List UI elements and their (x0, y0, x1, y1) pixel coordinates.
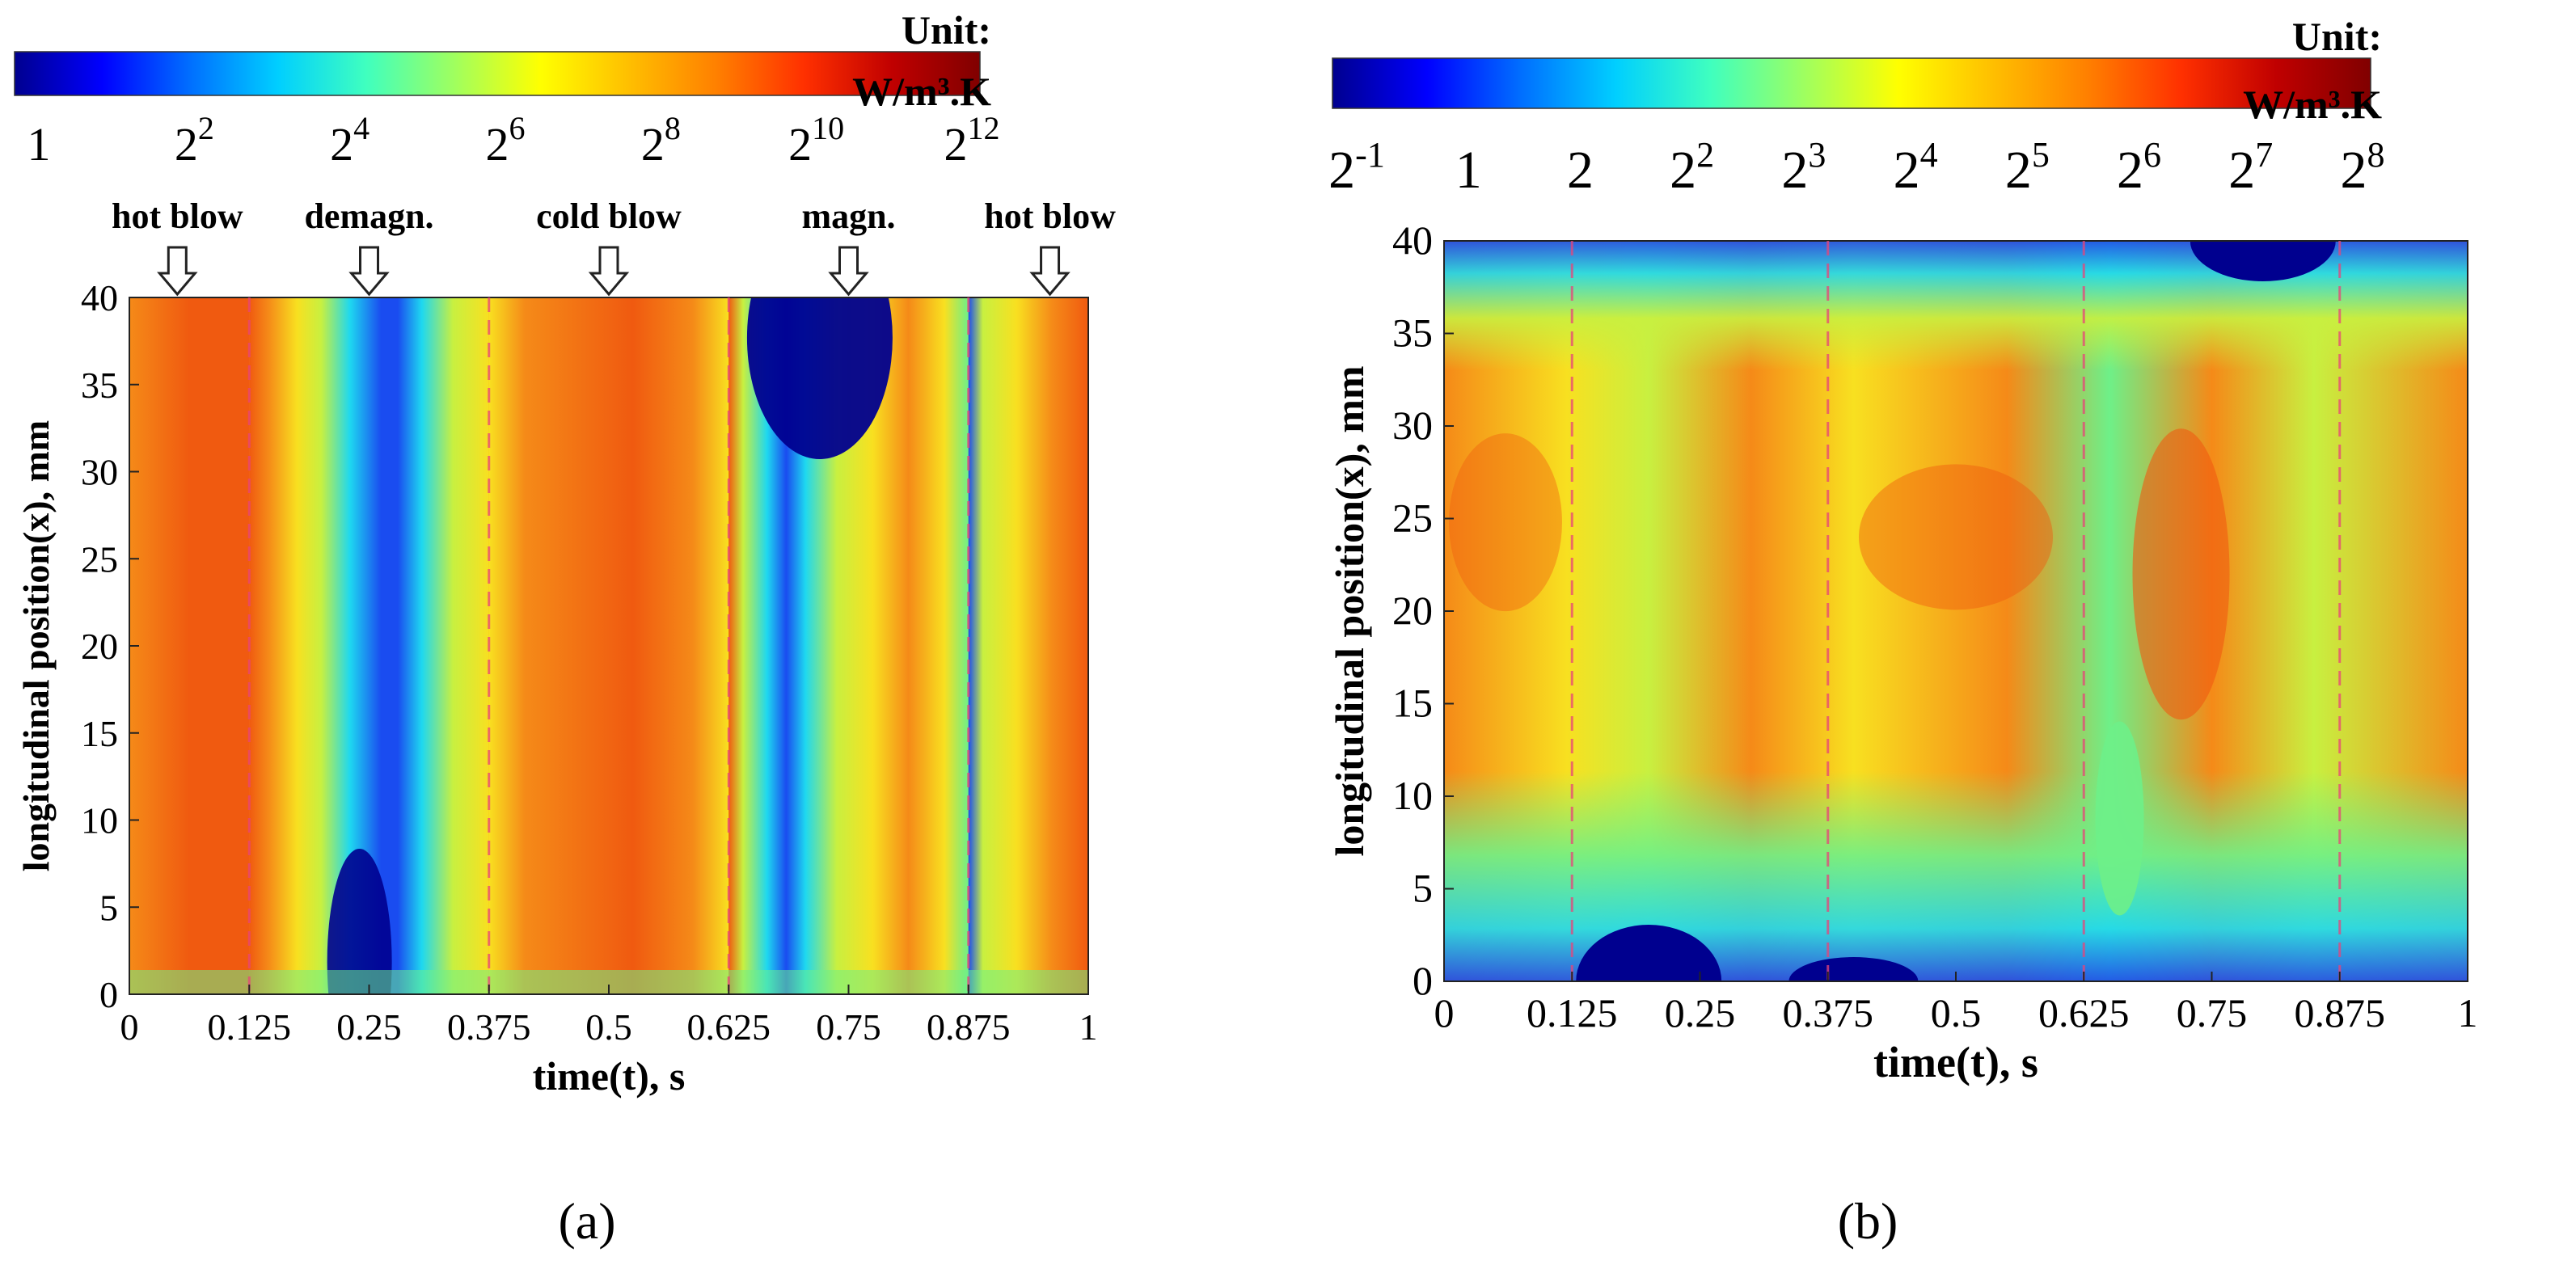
colorbar-tick-label: 23 (1781, 135, 1826, 200)
x-tick-label: 0.5 (585, 1006, 632, 1048)
y-tick-label: 10 (81, 800, 118, 841)
colorbar-unit: W/m³.K (2243, 82, 2382, 127)
colorbar-tick-label: 1 (27, 118, 51, 171)
heatmap-high-region (2132, 428, 2230, 720)
colorbar-tick-label: 22 (1670, 135, 1714, 200)
y-tick-label: 20 (81, 626, 118, 667)
heatmap-mid-region (2095, 721, 2144, 916)
colorbar-tick-label: 25 (2005, 135, 2050, 200)
heatmap-high-region (1448, 433, 1562, 612)
x-tick-label: 0.125 (208, 1006, 292, 1048)
y-axis-label: longitudinal position(x), mm (1327, 365, 1372, 856)
colorbar-unit-title: Unit: (902, 7, 991, 53)
y-tick-label: 0 (99, 974, 118, 1015)
y-tick-label: 5 (1413, 866, 1433, 911)
colorbar-tick-label: 210 (788, 110, 844, 171)
y-axis-label: longitudinal position(x), mm (15, 420, 57, 872)
phase-arrow-icon (588, 246, 630, 297)
x-tick-label: 0.875 (2295, 990, 2386, 1035)
phase-arrow-icon (828, 246, 869, 297)
x-tick-label: 0.625 (687, 1006, 771, 1048)
heatmap-low-region (2190, 241, 2336, 281)
y-tick-label: 40 (81, 277, 118, 318)
heatmap-band (488, 297, 729, 994)
colorbar-tick-label: 1 (1455, 141, 1482, 200)
caption-a: (a) (558, 1192, 615, 1250)
colorbar-tick-label: 24 (1894, 135, 1938, 200)
y-tick-label: 40 (1392, 217, 1433, 263)
x-tick-label: 0.25 (336, 1006, 402, 1048)
phase-label: demagn. (304, 196, 433, 236)
y-tick-label: 5 (99, 887, 118, 928)
y-tick-label: 0 (1413, 958, 1433, 1003)
colorbar-tick-label: 28 (2341, 135, 2385, 200)
colorbar-tick-label: 26 (486, 110, 526, 171)
phase-label: magn. (801, 196, 895, 236)
colorbar-tick-label: 26 (2117, 135, 2161, 200)
phase-label: cold blow (536, 196, 682, 236)
colorbar-tick-label: 2 (1567, 141, 1594, 200)
x-tick-label: 0.125 (1527, 990, 1618, 1035)
x-tick-label: 0.75 (816, 1006, 881, 1048)
heatmap-high-region (1859, 464, 2053, 610)
x-tick-label: 0.625 (2038, 990, 2130, 1035)
heatmap-band (968, 297, 1088, 994)
heatmap-a (129, 297, 1088, 994)
y-tick-label: 25 (81, 538, 118, 580)
y-tick-label: 35 (1392, 310, 1433, 356)
x-tick-label: 1 (2458, 990, 2478, 1035)
x-tick-label: 0.25 (1665, 990, 1736, 1035)
y-tick-label: 30 (81, 452, 118, 493)
y-tick-label: 15 (81, 713, 118, 754)
phase-arrow-icon (348, 246, 390, 297)
caption-b: (b) (1838, 1192, 1898, 1250)
phase-label: hot blow (984, 196, 1116, 236)
heatmap-low-region (327, 849, 392, 994)
x-tick-label: 0 (1434, 990, 1455, 1035)
x-tick-label: 0.75 (2177, 990, 2248, 1035)
x-tick-label: 0.375 (447, 1006, 531, 1048)
y-tick-label: 35 (81, 365, 118, 406)
x-tick-label: 0 (120, 1006, 139, 1048)
colorbar-tick-label: 24 (330, 110, 370, 171)
colorbar-tick-label: 22 (175, 110, 214, 171)
y-tick-label: 20 (1392, 588, 1433, 633)
colorbar-unit-title: Unit: (2292, 14, 2382, 59)
phase-label: hot blow (112, 196, 243, 236)
y-tick-label: 15 (1392, 681, 1433, 726)
x-tick-label: 0.875 (927, 1006, 1011, 1048)
heatmap-low-region (1576, 925, 1722, 981)
phase-arrow-icon (157, 246, 198, 297)
heatmap-band (129, 297, 250, 994)
colorbar-tick-label: 27 (2228, 135, 2273, 200)
colorbar-unit: W/m³.K (852, 69, 991, 114)
colorbar-a (14, 51, 981, 96)
x-tick-label: 1 (1079, 1006, 1098, 1048)
y-tick-label: 25 (1392, 496, 1433, 541)
phase-arrow-icon (1029, 246, 1071, 297)
heatmap-low-region (1788, 957, 1919, 981)
heatmap-b (1444, 241, 2468, 981)
x-axis-label: time(t), s (533, 1053, 686, 1099)
x-tick-label: 0.5 (1931, 990, 1982, 1035)
heatmap-low-region (746, 297, 893, 459)
colorbar-tick-label: 212 (944, 110, 1000, 171)
x-tick-label: 0.375 (1783, 990, 1874, 1035)
panel-a: 1 22 24 26 28 210 212 Unit: W/m³.K 0 0.125 0.25 0.37… (14, 7, 1116, 1099)
colorbar-tick-label: 28 (641, 110, 681, 171)
colorbar-b (1332, 57, 2371, 109)
y-tick-label: 30 (1392, 403, 1433, 448)
x-axis-label: time(t), s (1873, 1038, 2038, 1086)
colorbar-tick-label: 2-1 (1328, 135, 1385, 200)
y-tick-label: 10 (1392, 773, 1433, 818)
